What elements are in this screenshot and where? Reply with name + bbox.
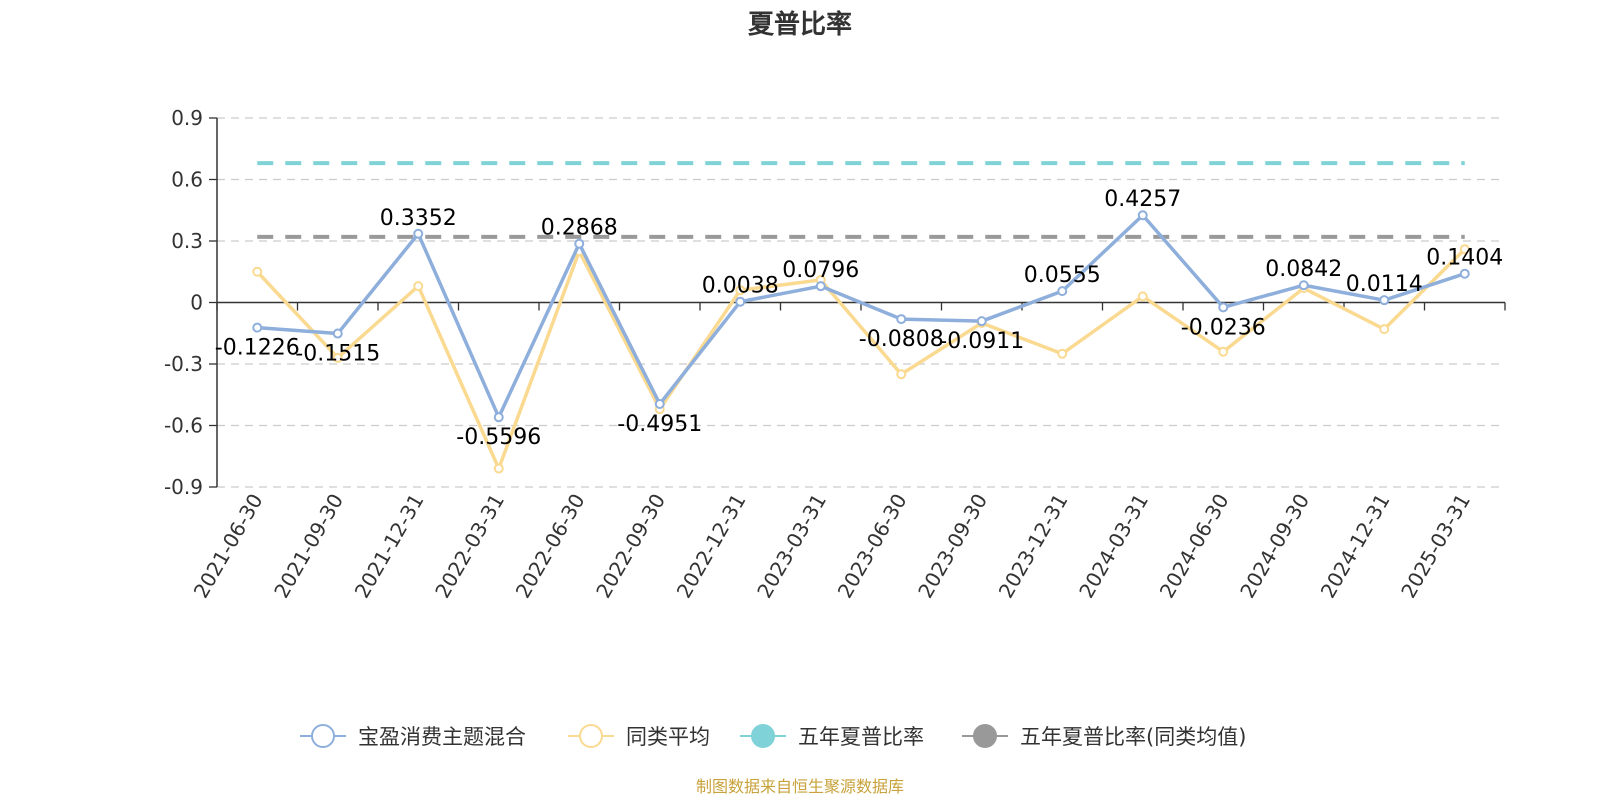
y-tick-label: -0.9 (164, 475, 203, 499)
data-point (252, 322, 263, 333)
data-label: -0.0236 (1181, 315, 1266, 340)
legend-marker (311, 724, 335, 748)
x-tick-label: 2023-06-30 (833, 490, 912, 603)
data-label: 0.0114 (1346, 272, 1423, 297)
legend-marker (751, 724, 775, 748)
x-tick-label: 2024-09-30 (1235, 490, 1314, 603)
data-label: 0.0555 (1024, 263, 1101, 288)
x-tick-label: 2024-03-31 (1074, 490, 1153, 603)
data-label: 0.0038 (702, 274, 779, 299)
data-point (1137, 291, 1148, 302)
legend-marker (579, 724, 603, 748)
data-label: 0.0842 (1265, 257, 1342, 282)
x-tick-label: 2021-06-30 (189, 490, 268, 603)
data-label: -0.4951 (617, 412, 702, 437)
data-point (413, 281, 424, 292)
data-point (976, 316, 987, 327)
data-point (1379, 295, 1390, 306)
series-line-1 (255, 247, 1466, 471)
y-tick-label: 0.9 (171, 106, 203, 130)
data-point (332, 328, 343, 339)
data-label: -0.1515 (295, 342, 380, 367)
legend-item-3[interactable]: 五年夏普比率(同类均值) (962, 724, 1246, 749)
data-point (815, 281, 826, 292)
x-tick-label: 2022-03-31 (430, 490, 509, 603)
data-label: 0.4257 (1104, 187, 1181, 212)
data-point (1459, 268, 1470, 279)
x-tick-label: 2022-09-30 (591, 490, 670, 603)
data-point (1379, 324, 1390, 335)
legend-item-2[interactable]: 五年夏普比率 (740, 724, 924, 749)
data-point (735, 296, 746, 307)
series-group (252, 210, 1470, 474)
data-label: -0.1226 (215, 336, 300, 361)
legend-label: 五年夏普比率(同类均值) (1020, 725, 1246, 749)
legend-item-0[interactable]: 宝盈消费主题混合 (300, 724, 526, 749)
x-tick-label: 2025-03-31 (1396, 490, 1475, 603)
data-point (896, 314, 907, 325)
legend-label: 同类平均 (626, 725, 710, 749)
data-point (332, 352, 343, 363)
data-point (574, 238, 585, 249)
data-point (493, 463, 504, 474)
data-point (413, 228, 424, 239)
reference-lines (257, 161, 1465, 239)
x-tick-label: 2023-12-31 (994, 490, 1073, 603)
y-tick-label: 0.3 (171, 229, 203, 253)
data-point (1459, 244, 1470, 255)
chart-title: 夏普比率 (748, 9, 852, 40)
legend-label: 五年夏普比率 (798, 725, 924, 749)
x-tick-label: 2024-12-31 (1316, 490, 1395, 603)
y-tick-label: 0 (190, 291, 203, 315)
x-tick-label: 2021-09-30 (269, 490, 348, 603)
grid-lines (217, 117, 1505, 488)
data-label: 0.3352 (380, 206, 457, 231)
series-line-0 (257, 213, 1466, 419)
data-point (735, 285, 746, 296)
data-label: 0.0796 (782, 258, 859, 283)
x-tick-label: 2022-06-30 (511, 490, 590, 603)
data-point (896, 369, 907, 380)
legend[interactable]: 宝盈消费主题混合 同类平均 五年夏普比率 五年夏普比率(同类均值) (300, 724, 1246, 749)
data-label: -0.0911 (939, 329, 1024, 354)
legend-label: 宝盈消费主题混合 (358, 725, 526, 749)
data-point (1218, 346, 1229, 357)
data-label: 0.2868 (541, 216, 618, 241)
y-tick-label: 0.6 (171, 168, 203, 192)
source-note: 制图数据来自恒生聚源数据库 (696, 777, 904, 796)
data-labels: -0.1226-0.1515 0.3352 -0.5596 0.2868 -0.4951… (215, 187, 1503, 450)
x-tick-label: 2023-09-30 (913, 490, 992, 603)
x-tick-label: 2023-03-31 (752, 490, 831, 603)
x-tick-label: 2024-06-30 (1155, 490, 1234, 603)
data-point (1137, 210, 1148, 221)
x-tick-label: 2022-12-31 (672, 490, 751, 603)
data-point (1298, 280, 1309, 291)
data-label: -0.5596 (456, 425, 541, 450)
legend-item-1[interactable]: 同类平均 (568, 724, 710, 749)
data-point (1057, 286, 1068, 297)
data-label: 0.1404 (1426, 246, 1503, 271)
data-point (252, 266, 263, 277)
data-point (1218, 302, 1229, 313)
data-point (654, 398, 665, 409)
y-tick-label: -0.3 (164, 352, 203, 376)
x-tick-label: 2021-12-31 (350, 490, 429, 603)
legend-marker (973, 724, 997, 748)
data-label: -0.0808 (859, 327, 944, 352)
data-point (493, 412, 504, 423)
y-tick-label: -0.6 (164, 414, 203, 438)
data-point (1057, 348, 1068, 359)
